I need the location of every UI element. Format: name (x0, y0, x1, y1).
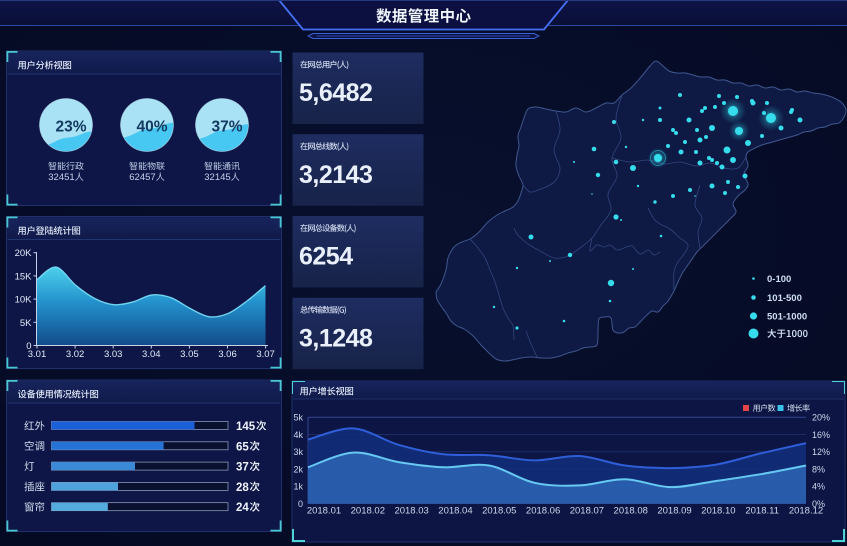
svg-text:12%: 12% (812, 447, 830, 457)
svg-text:3.05: 3.05 (180, 349, 199, 360)
svg-text:501-1000: 501-1000 (767, 312, 807, 323)
svg-text:2018.02: 2018.02 (351, 506, 385, 517)
svg-text:3.06: 3.06 (218, 349, 237, 360)
svg-text:5k: 5k (293, 413, 303, 423)
svg-text:3.03: 3.03 (104, 349, 123, 360)
svg-text:3.01: 3.01 (28, 349, 47, 360)
svg-text:65: 65 (236, 441, 249, 453)
svg-text:32451: 32451 (48, 172, 74, 183)
svg-text:37: 37 (236, 462, 249, 474)
svg-text:8%: 8% (812, 464, 825, 474)
svg-text:3k: 3k (293, 447, 303, 457)
svg-text:2018.10: 2018.10 (701, 506, 735, 517)
svg-text:5,6482: 5,6482 (299, 79, 372, 107)
svg-text:2018.08: 2018.08 (614, 506, 648, 517)
svg-text:15K: 15K (15, 271, 33, 282)
svg-text:4%: 4% (812, 482, 825, 492)
svg-text:32145: 32145 (204, 172, 230, 183)
svg-text:2018.06: 2018.06 (526, 506, 560, 517)
svg-text:24: 24 (236, 502, 249, 514)
svg-text:0%: 0% (812, 499, 825, 509)
svg-text:2018.03: 2018.03 (394, 506, 428, 517)
svg-text:2018.07: 2018.07 (570, 506, 604, 517)
svg-text:3,2143: 3,2143 (299, 161, 372, 189)
svg-text:101-500: 101-500 (767, 293, 802, 304)
svg-text:0: 0 (298, 499, 303, 509)
svg-text:20K: 20K (15, 248, 33, 259)
svg-text:20%: 20% (812, 413, 830, 423)
svg-text:1k: 1k (293, 482, 303, 492)
svg-text:10K: 10K (15, 295, 33, 306)
svg-text:2k: 2k (293, 464, 303, 474)
svg-text:28: 28 (236, 482, 249, 494)
svg-text:4k: 4k (293, 430, 303, 440)
svg-text:3.04: 3.04 (142, 349, 161, 360)
svg-text:2018.11: 2018.11 (745, 506, 779, 517)
svg-text:3.07: 3.07 (256, 349, 275, 360)
svg-text:62457: 62457 (129, 172, 155, 183)
svg-text:2018.01: 2018.01 (307, 506, 341, 517)
svg-text:2018.05: 2018.05 (482, 506, 516, 517)
svg-text:3,1248: 3,1248 (299, 324, 373, 352)
svg-text:145: 145 (236, 421, 256, 433)
svg-text:5K: 5K (20, 318, 32, 329)
svg-text:2018.12: 2018.12 (789, 506, 823, 517)
svg-text:2018.09: 2018.09 (657, 506, 691, 517)
svg-text:0: 0 (26, 341, 31, 352)
svg-text:6254: 6254 (299, 243, 353, 271)
svg-text:2018.04: 2018.04 (438, 506, 472, 517)
svg-text:0-100: 0-100 (767, 274, 791, 285)
svg-text:40%: 40% (136, 119, 167, 136)
svg-text:37%: 37% (211, 119, 242, 136)
svg-text:23%: 23% (55, 119, 86, 136)
svg-text:3.02: 3.02 (66, 349, 85, 360)
svg-text:16%: 16% (812, 430, 830, 440)
